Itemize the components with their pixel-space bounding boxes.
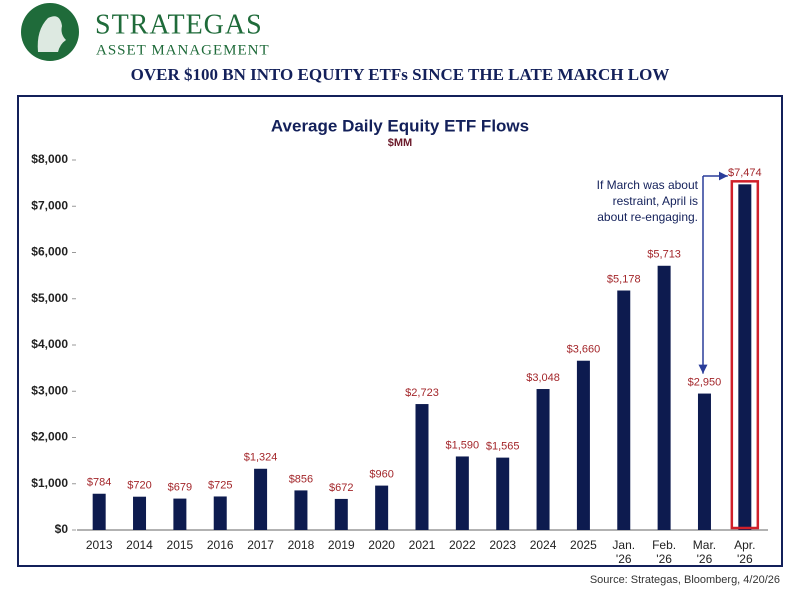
bar xyxy=(697,393,711,530)
value-label: $725 xyxy=(208,479,232,491)
bar xyxy=(415,404,429,530)
x-tick-label: 2025 xyxy=(570,538,597,552)
x-tick-label: 2024 xyxy=(529,538,557,552)
bar xyxy=(536,389,550,530)
bar xyxy=(92,493,106,530)
bar xyxy=(334,498,348,530)
chart-subtitle: $MM xyxy=(388,137,412,149)
logo-head xyxy=(37,16,66,52)
bar xyxy=(617,290,631,530)
value-label: $5,713 xyxy=(647,249,681,261)
bar xyxy=(133,496,147,530)
brand: STRATEGAS xyxy=(95,9,263,40)
bar xyxy=(455,456,469,530)
chart-title: Average Daily Equity ETF Flows xyxy=(271,116,529,135)
bar xyxy=(738,184,752,530)
y-tick-label: $0 xyxy=(55,522,69,536)
value-label: $672 xyxy=(329,482,353,494)
value-label: $3,660 xyxy=(567,344,601,356)
y-tick-label: $8,000 xyxy=(31,152,68,166)
value-label: $679 xyxy=(168,482,192,494)
y-tick-label: $2,000 xyxy=(31,430,68,444)
y-tick-label: $4,000 xyxy=(31,337,68,351)
value-label: $720 xyxy=(127,480,151,492)
annotation: about re-engaging. xyxy=(597,210,698,224)
x-tick-label: 2013 xyxy=(85,538,113,552)
value-label: $3,048 xyxy=(526,372,560,384)
bar xyxy=(496,457,510,530)
bar xyxy=(173,498,187,530)
bar xyxy=(576,360,590,530)
x-tick-label: 2017 xyxy=(247,538,274,552)
x-tick-label: 2023 xyxy=(489,538,517,552)
y-tick-label: $5,000 xyxy=(31,291,68,305)
value-label: $1,324 xyxy=(244,452,278,464)
value-label: $1,590 xyxy=(446,439,480,451)
x-tick-label: 2022 xyxy=(448,538,476,552)
value-label: $1,565 xyxy=(486,441,520,453)
value-label: $2,723 xyxy=(405,387,439,399)
value-label: $856 xyxy=(289,473,313,485)
x-tick-label: 2016 xyxy=(206,538,234,552)
x-tick-label: Mar. '26 xyxy=(692,538,717,566)
y-tick-label: $3,000 xyxy=(31,383,68,397)
value-label: $7,474 xyxy=(728,167,762,179)
y-tick-label: $1,000 xyxy=(31,476,68,490)
x-tick-label: Jan. '26 xyxy=(612,538,636,566)
x-tick-label: 2018 xyxy=(287,538,315,552)
source: Source: Strategas, Bloomberg, 4/20/26 xyxy=(590,574,780,586)
annotation: If March was about xyxy=(597,178,699,192)
highlight-box xyxy=(730,180,760,530)
x-tick-label: 2014 xyxy=(126,538,153,552)
y-tick-label: $7,000 xyxy=(31,198,68,212)
value-label: $784 xyxy=(87,477,111,489)
value-label: $5,178 xyxy=(607,273,641,285)
bar xyxy=(213,496,227,530)
chart-frame xyxy=(17,95,783,567)
tagline: ASSET MANAGEMENT xyxy=(96,42,270,58)
bar xyxy=(375,485,389,530)
x-tick-label: 2020 xyxy=(368,538,395,552)
value-label: $960 xyxy=(369,469,393,481)
value-label: $2,950 xyxy=(688,376,722,388)
annotation: restraint, April is xyxy=(613,194,698,208)
x-tick-label: 2021 xyxy=(408,538,436,552)
headline: OVER $100 BN INTO EQUITY ETFs SINCE THE … xyxy=(131,65,670,84)
bar xyxy=(254,468,268,530)
x-tick-label: 2015 xyxy=(166,538,194,552)
y-tick-label: $6,000 xyxy=(31,245,68,259)
x-tick-label: Feb. '26 xyxy=(652,538,677,566)
x-tick-label: Apr. '26 xyxy=(734,538,756,566)
bar xyxy=(294,490,308,530)
x-tick-label: 2019 xyxy=(327,538,355,552)
bar xyxy=(657,265,671,530)
